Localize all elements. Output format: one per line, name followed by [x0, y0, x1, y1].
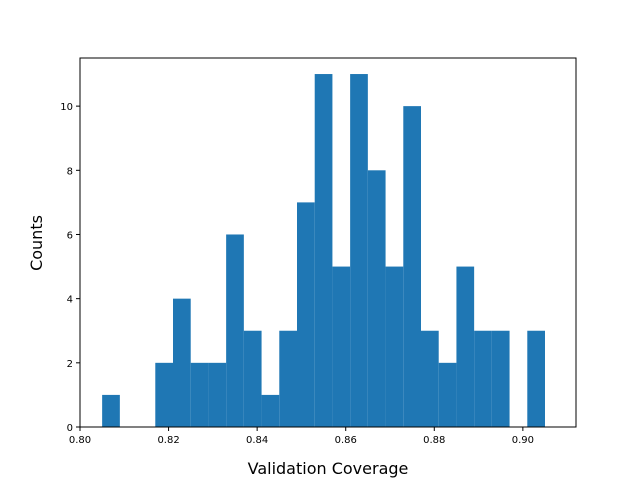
- x-tick-label: 0.82: [157, 435, 179, 446]
- histogram-bars: [102, 74, 545, 428]
- x-tick-label: 0.86: [335, 435, 357, 446]
- y-tick-label: 8: [67, 166, 73, 177]
- x-axis-ticks: 0.80 0.82 0.84 0.86 0.88 0.90: [69, 427, 534, 446]
- y-tick-label: 6: [67, 230, 73, 241]
- y-tick-label: 0: [67, 423, 73, 434]
- histogram-bar: [226, 234, 244, 427]
- histogram-bar: [155, 362, 173, 427]
- histogram-bar: [421, 330, 439, 427]
- x-tick-label: 0.84: [246, 435, 268, 446]
- y-tick-label: 10: [60, 102, 73, 113]
- plot-frame: [79, 57, 577, 428]
- x-tick-label: 0.88: [423, 435, 445, 446]
- x-axis-label: Validation Coverage: [248, 459, 409, 478]
- histogram-bar: [243, 330, 262, 427]
- y-axis-ticks: 0 2 4 6 8 10: [60, 102, 80, 434]
- histogram-bar: [208, 362, 227, 427]
- histogram-bar: [367, 170, 386, 428]
- histogram-bar: [314, 74, 333, 427]
- x-tick-label: 0.80: [69, 435, 91, 446]
- histogram-bar: [350, 74, 368, 427]
- y-tick-label: 4: [67, 295, 73, 306]
- histogram-bar: [403, 106, 421, 427]
- histogram-bar: [190, 362, 209, 427]
- histogram-bar: [297, 202, 315, 427]
- histogram-bar: [491, 330, 510, 427]
- histogram-bar: [332, 266, 351, 427]
- histogram-bar: [438, 362, 457, 427]
- histogram-bar: [279, 330, 297, 427]
- histogram-bar: [261, 394, 280, 427]
- histogram-bar: [474, 330, 492, 427]
- histogram-bar: [456, 266, 475, 427]
- y-tick-label: 2: [67, 359, 73, 370]
- x-tick-label: 0.90: [512, 435, 534, 446]
- histogram-bar: [385, 266, 404, 427]
- histogram-bar: [527, 330, 545, 427]
- y-axis-label: Counts: [27, 215, 46, 271]
- histogram-bar: [102, 394, 120, 427]
- histogram-bar: [173, 298, 191, 427]
